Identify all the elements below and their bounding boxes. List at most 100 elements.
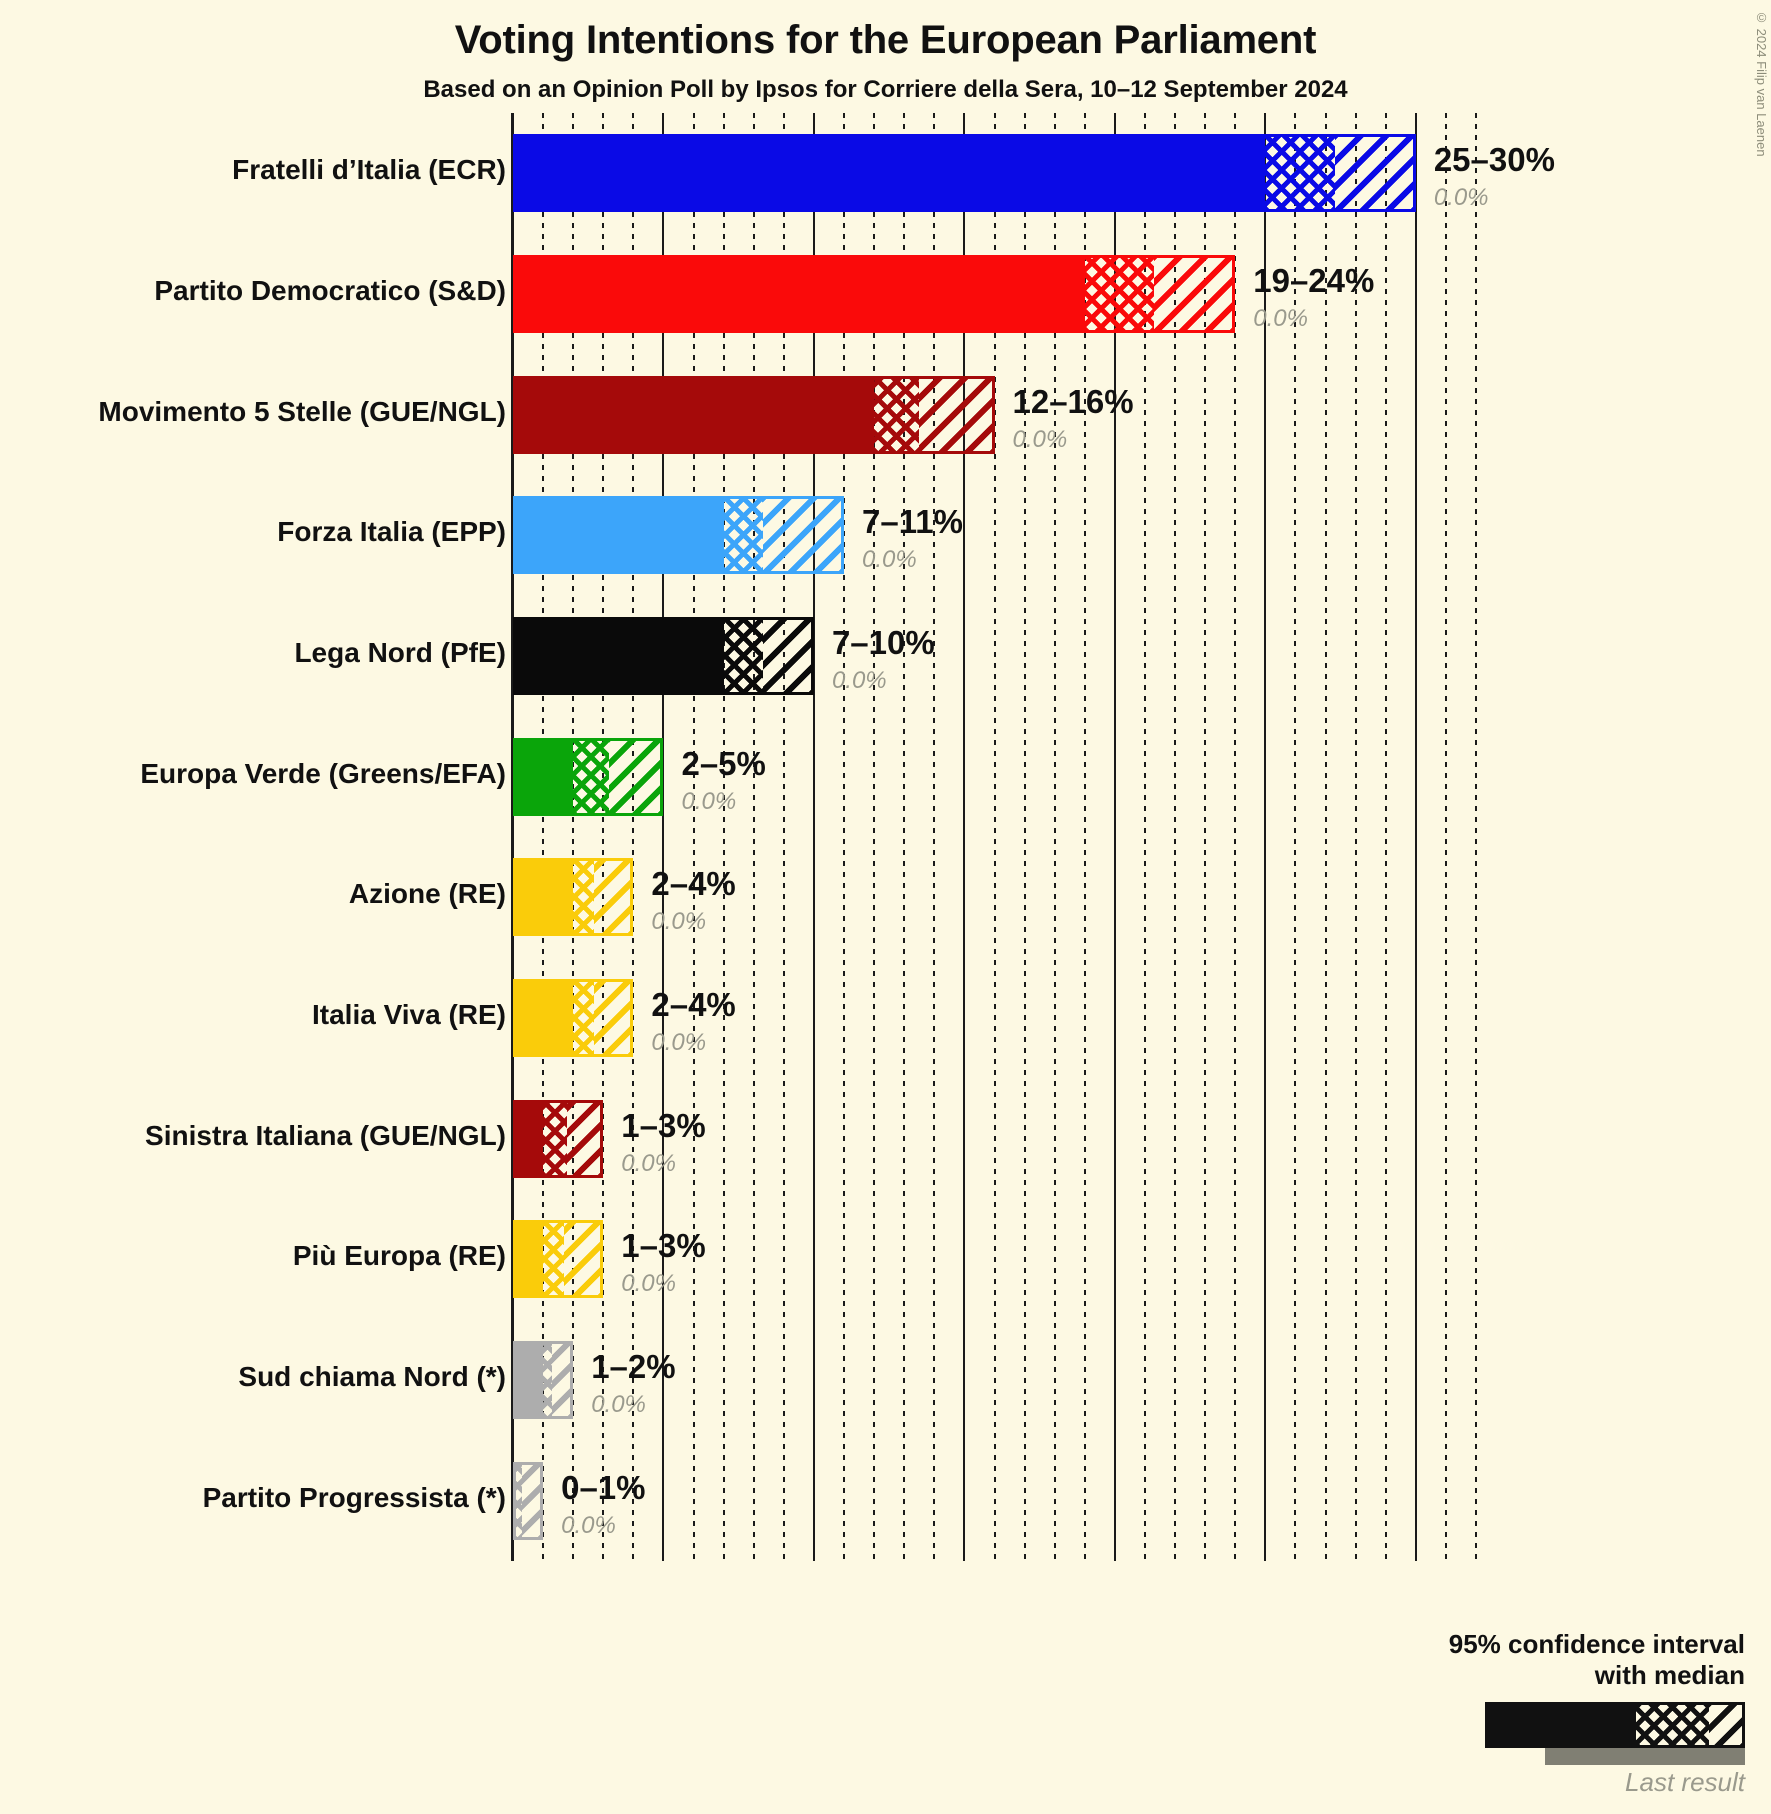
bar-segment-solid	[513, 737, 574, 816]
interval-value-label: 25–30%	[1433, 141, 1555, 179]
bar-segment-crosshatch	[573, 737, 610, 816]
gridline-minor	[933, 113, 936, 1561]
legend-interval-swatch	[1485, 1702, 1745, 1748]
interval-value-label: 7–10%	[831, 624, 935, 661]
last-result-label: 0.0%	[862, 546, 917, 574]
bar-segment-diagonal	[762, 496, 845, 575]
bar-segment-crosshatch	[723, 617, 763, 695]
party-label: Lega Nord (PfE)	[294, 637, 506, 668]
gridline-minor	[1083, 113, 1086, 1561]
bar-segment-solid	[513, 1220, 544, 1299]
bar-segment-diagonal	[594, 858, 634, 937]
legend-swatch-diag	[1708, 1702, 1745, 1748]
party-label: Partito Democratico (S&D)	[154, 275, 506, 306]
interval-value-label: 12–16%	[1012, 382, 1134, 420]
gridline-minor	[632, 113, 635, 1561]
gridline-minor	[1294, 113, 1297, 1561]
bar-segment-solid	[513, 134, 1266, 213]
bar-segment-crosshatch	[1265, 134, 1335, 213]
confidence-interval-bar	[513, 617, 814, 695]
bar-segment-solid	[513, 496, 724, 575]
bar-segment-crosshatch	[573, 858, 595, 937]
bar-segment-crosshatch	[874, 375, 920, 454]
last-result-label: 0.0%	[591, 1391, 646, 1418]
gridline-minor	[1475, 113, 1477, 1561]
page-title: Voting Intentions for the European Parli…	[454, 18, 1317, 62]
confidence-interval-bar	[513, 979, 634, 1057]
bar-segment-crosshatch	[723, 496, 763, 575]
gridline-minor	[1023, 113, 1026, 1561]
last-result-label: 0.0%	[651, 908, 707, 936]
interval-value-label: 2–4%	[651, 865, 736, 903]
gridline-minor	[903, 113, 906, 1561]
gridline-minor	[752, 113, 755, 1561]
confidence-interval-bar	[513, 1341, 574, 1419]
interval-value-label: 0–1%	[561, 1468, 646, 1506]
gridline-minor	[692, 113, 695, 1561]
last-result-label: 0.0%	[831, 667, 887, 694]
confidence-interval-bar	[513, 1461, 544, 1540]
gridline-major	[963, 113, 966, 1561]
plot-gridlines	[512, 113, 1477, 1561]
gridline-minor	[1354, 113, 1357, 1561]
confidence-interval-bar	[513, 1220, 604, 1299]
legend-line-2: with median	[1594, 1660, 1745, 1691]
gridline-minor	[843, 113, 846, 1561]
bar-segment-diagonal	[564, 1220, 604, 1299]
bar-segment-crosshatch	[543, 1220, 565, 1299]
interval-value-label: 2–5%	[681, 744, 766, 782]
gridline-minor	[542, 113, 545, 1561]
bar-segment-solid	[513, 979, 574, 1057]
last-result-label: 0.0%	[681, 787, 737, 815]
bar-segment-diagonal	[762, 617, 814, 695]
interval-value-label: 1–3%	[621, 1106, 706, 1144]
confidence-interval-bar	[513, 737, 664, 816]
party-label: Più Europa (RE)	[292, 1240, 506, 1272]
chart-legend: 95% confidence interval with median Last…	[1205, 1629, 1745, 1798]
gridline-major	[662, 113, 665, 1561]
bar-segment-diagonal	[552, 1341, 574, 1419]
copyright-notice: © 2024 Filip van Laenen	[1754, 10, 1769, 157]
gridline-minor	[1174, 113, 1177, 1561]
party-label: Fratelli d’Italia (ECR)	[232, 154, 506, 186]
bar-segment-diagonal	[609, 737, 664, 816]
confidence-interval-bar	[513, 375, 995, 454]
legend-swatch-outline	[1485, 1702, 1745, 1748]
bar-segment-diagonal	[919, 375, 995, 454]
bar-segment-crosshatch	[573, 979, 595, 1057]
party-label: Sinistra Italiana (GUE/NGL)	[145, 1119, 506, 1151]
bar-segment-diagonal	[1334, 134, 1416, 213]
gridline-major	[1414, 113, 1417, 1561]
chart-subtitle: Based on an Opinion Poll by Ipsos for Co…	[423, 76, 1348, 103]
gridline-major	[812, 113, 815, 1561]
gridline-minor	[1204, 113, 1207, 1561]
bar-segment-solid	[513, 1099, 544, 1178]
last-result-label: 0.0%	[621, 1149, 676, 1177]
legend-line-1: 95% confidence interval	[1448, 1628, 1745, 1659]
interval-value-label: 19–24%	[1253, 262, 1375, 299]
legend-swatch-cross	[1635, 1702, 1709, 1748]
bar-segment-diagonal	[522, 1461, 544, 1540]
gridline-major	[1264, 113, 1267, 1561]
interval-value-label: 7–11%	[862, 503, 963, 541]
gridline-minor	[873, 113, 876, 1561]
gridline-major	[1113, 113, 1116, 1561]
party-label: Sud chiama Nord (*)	[238, 1361, 506, 1392]
bar-segment-crosshatch	[543, 1341, 553, 1419]
gridline-minor	[993, 113, 996, 1561]
bar-segment-crosshatch	[1084, 255, 1154, 333]
bar-segment-solid	[513, 255, 1085, 333]
confidence-interval-bar	[513, 1099, 604, 1178]
party-label: Forza Italia (EPP)	[277, 516, 506, 548]
bar-segment-solid	[513, 617, 724, 695]
gridline-minor	[1143, 113, 1146, 1561]
legend-last-result-swatch	[1545, 1748, 1745, 1765]
bar-segment-solid	[513, 375, 875, 454]
bar-segment-crosshatch	[543, 1099, 568, 1178]
gridline-minor	[1384, 113, 1387, 1561]
bar-segment-solid	[513, 1341, 544, 1419]
legend-last-result-label: Last result	[1625, 1767, 1745, 1797]
confidence-interval-bar	[513, 255, 1236, 333]
last-result-label: 0.0%	[621, 1270, 676, 1298]
bar-segment-diagonal	[594, 979, 634, 1057]
